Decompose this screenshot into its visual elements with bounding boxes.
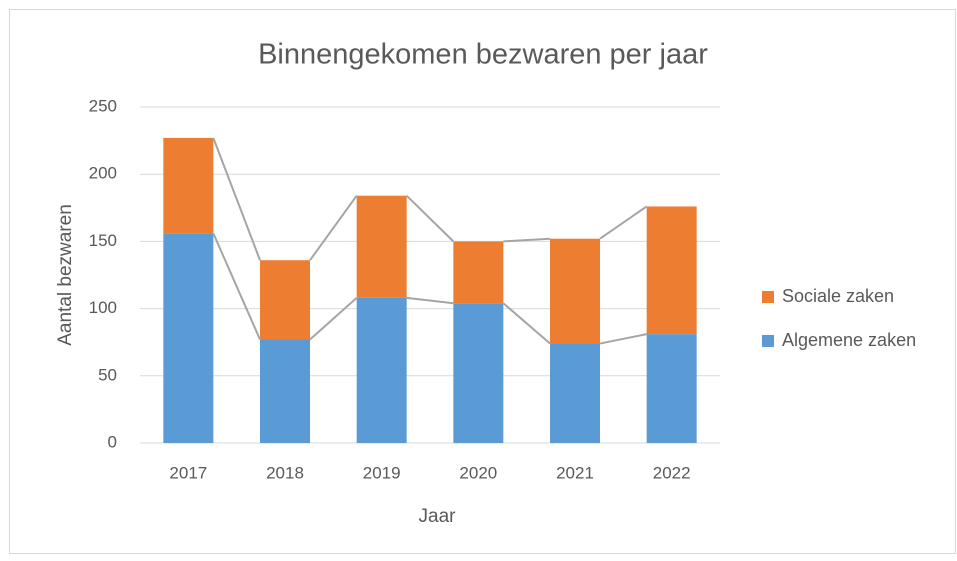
series-line (599, 333, 647, 345)
bar-segment (163, 137, 214, 234)
y-axis-label: Aantal bezwaren (55, 204, 76, 346)
y-tick-label: 250 (89, 96, 117, 115)
bar-segment (453, 303, 504, 443)
x-tick-label: 2017 (169, 463, 207, 482)
series-line (503, 237, 551, 243)
bar-segment (550, 343, 600, 443)
series-line (502, 302, 551, 345)
y-tick-label: 50 (98, 365, 117, 384)
x-axis-label: Jaar (419, 506, 457, 527)
x-tick-label: 2018 (266, 463, 304, 482)
series-line (212, 232, 261, 340)
y-tick-label: 200 (89, 164, 117, 183)
bar-segment (163, 233, 214, 443)
x-tick-label: 2019 (363, 463, 401, 482)
bar-segment (646, 334, 697, 443)
y-tick-label: 150 (89, 231, 117, 250)
series-line (309, 297, 358, 341)
y-tick-label: 0 (108, 432, 117, 451)
legend-label: Sociale zaken (782, 286, 894, 306)
series-line (406, 296, 454, 305)
bar-segment (356, 195, 407, 298)
x-tick-label: 2020 (459, 463, 497, 482)
y-tick-label: 100 (89, 298, 117, 317)
x-tick-label: 2021 (556, 463, 594, 482)
legend-label: Algemene zaken (782, 330, 916, 350)
bar-segment (260, 339, 310, 443)
bar-segment (260, 260, 310, 340)
bar-segment (550, 238, 600, 344)
bar-segment (453, 241, 504, 304)
bar-segment (356, 297, 407, 443)
chart-title: Binnengekomen bezwaren per jaar (258, 39, 708, 71)
x-tick-label: 2022 (653, 463, 691, 482)
bar-segment (646, 206, 697, 335)
series-line (599, 205, 648, 240)
series-line (212, 137, 261, 261)
series-line (405, 194, 455, 243)
legend-swatch (762, 335, 774, 347)
series-line (309, 195, 358, 261)
legend-swatch (762, 291, 774, 303)
